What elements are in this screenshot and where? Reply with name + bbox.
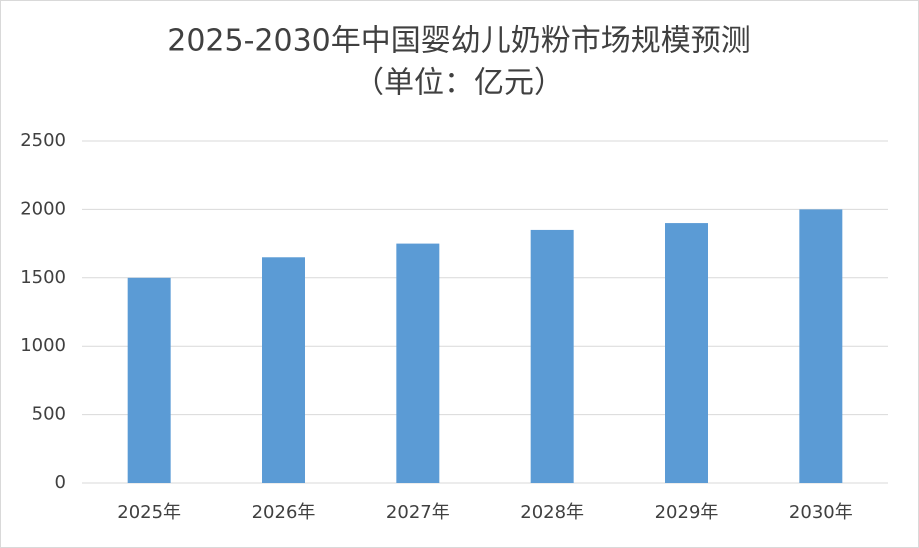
bar [396, 243, 440, 483]
chart-title: 2025-2030年中国婴幼儿奶粉市场规模预测 [167, 24, 751, 59]
x-tick-label: 2025年 [117, 502, 181, 523]
y-tick-label: 0 [55, 472, 66, 493]
chart-subtitle: （单位：亿元） [354, 66, 564, 101]
bar [127, 277, 171, 483]
y-tick-label: 2500 [20, 130, 66, 151]
x-tick-label: 2029年 [655, 502, 719, 523]
x-tick-label: 2027年 [386, 502, 450, 523]
y-tick-label: 1500 [20, 267, 66, 288]
bar [665, 223, 708, 483]
bar [262, 257, 305, 483]
y-tick-label: 500 [32, 404, 66, 425]
x-tick-label: 2026年 [252, 502, 316, 523]
bar [530, 229, 574, 483]
bar [799, 209, 843, 483]
x-tick-label: 2030年 [789, 502, 853, 523]
y-tick-label: 2000 [20, 198, 66, 219]
y-tick-label: 1000 [20, 335, 66, 356]
x-tick-label: 2028年 [520, 502, 584, 523]
